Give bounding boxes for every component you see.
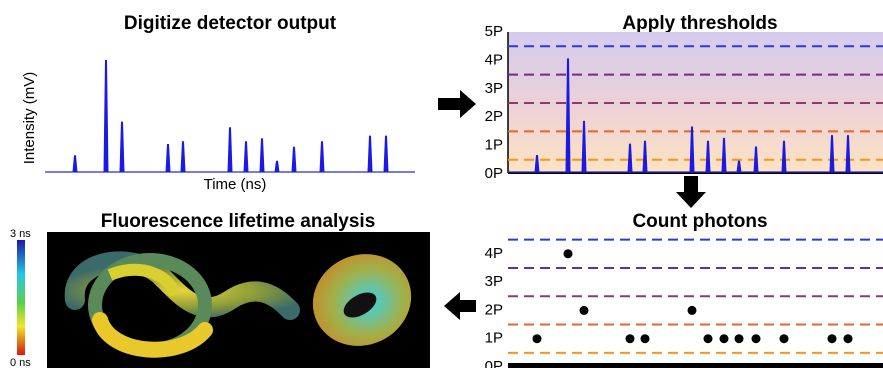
photon-count [735, 334, 744, 343]
arrow-down [676, 176, 706, 208]
pulse [73, 155, 78, 172]
pulse [368, 136, 373, 172]
pulse [292, 147, 297, 172]
figure: Digitize detector output Intensity (mV) … [0, 0, 883, 368]
level-label: 4P [485, 51, 503, 68]
photon-count [580, 306, 589, 315]
photon-count [844, 334, 853, 343]
level-label: 3P [485, 273, 503, 290]
level-label: 1P [485, 137, 503, 154]
level-label: 2P [485, 108, 503, 125]
level-label: 0P [485, 358, 503, 368]
pulse [104, 60, 109, 172]
photon-count [780, 334, 789, 343]
axis-label: Time (ns) [204, 176, 267, 193]
panel-title: Digitize detector output [124, 13, 337, 34]
colorbar-label: 0 ns [10, 357, 31, 368]
arrow-left [444, 292, 476, 320]
colorbar [17, 240, 25, 355]
level-label: 5P [485, 23, 503, 40]
colorbar-label: 3 ns [10, 228, 31, 240]
pulse [244, 141, 249, 172]
level-label: 3P [485, 80, 503, 97]
arrow-right [438, 90, 476, 118]
pulse [228, 127, 233, 172]
pulse [320, 141, 325, 172]
level-label: 1P [485, 330, 503, 347]
photon-count [626, 334, 635, 343]
level-label: 4P [485, 245, 503, 262]
photon-count [720, 334, 729, 343]
photon-count [688, 306, 697, 315]
photon-count [752, 334, 761, 343]
axis [508, 363, 883, 368]
level-label: 2P [485, 301, 503, 318]
panel-title: Apply thresholds [622, 13, 777, 34]
photon-count [828, 334, 837, 343]
level-label: 0P [485, 165, 503, 182]
photon-count [641, 334, 650, 343]
panel-title: Fluorescence lifetime analysis [101, 211, 376, 232]
pulse [120, 122, 125, 172]
pulse [275, 161, 280, 172]
photon-count [533, 334, 542, 343]
panel-title: Count photons [632, 211, 767, 232]
axis-label: Intensity (mV) [21, 72, 38, 165]
pulse [166, 144, 171, 172]
photon-count [564, 249, 573, 258]
photon-count [704, 334, 713, 343]
pulse [260, 138, 265, 172]
pulse [384, 136, 389, 172]
pulse [181, 141, 186, 172]
